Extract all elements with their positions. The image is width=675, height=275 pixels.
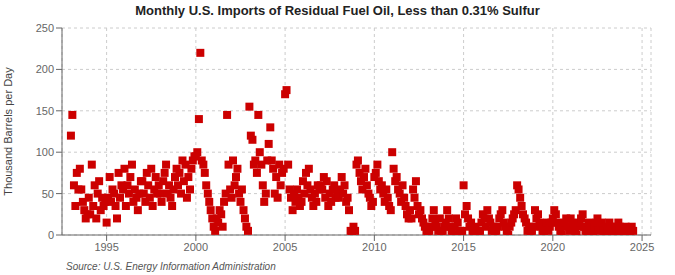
svg-text:2010: 2010 xyxy=(362,241,386,253)
svg-text:0: 0 xyxy=(48,229,54,241)
svg-text:2005: 2005 xyxy=(273,241,297,253)
svg-text:150: 150 xyxy=(36,105,54,117)
svg-text:2015: 2015 xyxy=(451,241,475,253)
svg-text:2025: 2025 xyxy=(630,241,654,253)
svg-text:2020: 2020 xyxy=(541,241,565,253)
svg-text:1995: 1995 xyxy=(94,241,118,253)
svg-text:100: 100 xyxy=(36,146,54,158)
svg-text:250: 250 xyxy=(36,22,54,34)
html-text:Source: U.S. Energy Informatio: Source: U.S. Energy Information Administ… xyxy=(66,261,276,272)
html-text:Monthly U.S. Imports of Residu: Monthly U.S. Imports of Residual Fuel Oi… xyxy=(135,3,540,18)
svg-text:200: 200 xyxy=(36,63,54,75)
svg-text:50: 50 xyxy=(42,188,54,200)
svg-text:2000: 2000 xyxy=(184,241,208,253)
svg-text:Thousand Barrels per Day: Thousand Barrels per Day xyxy=(8,67,14,196)
